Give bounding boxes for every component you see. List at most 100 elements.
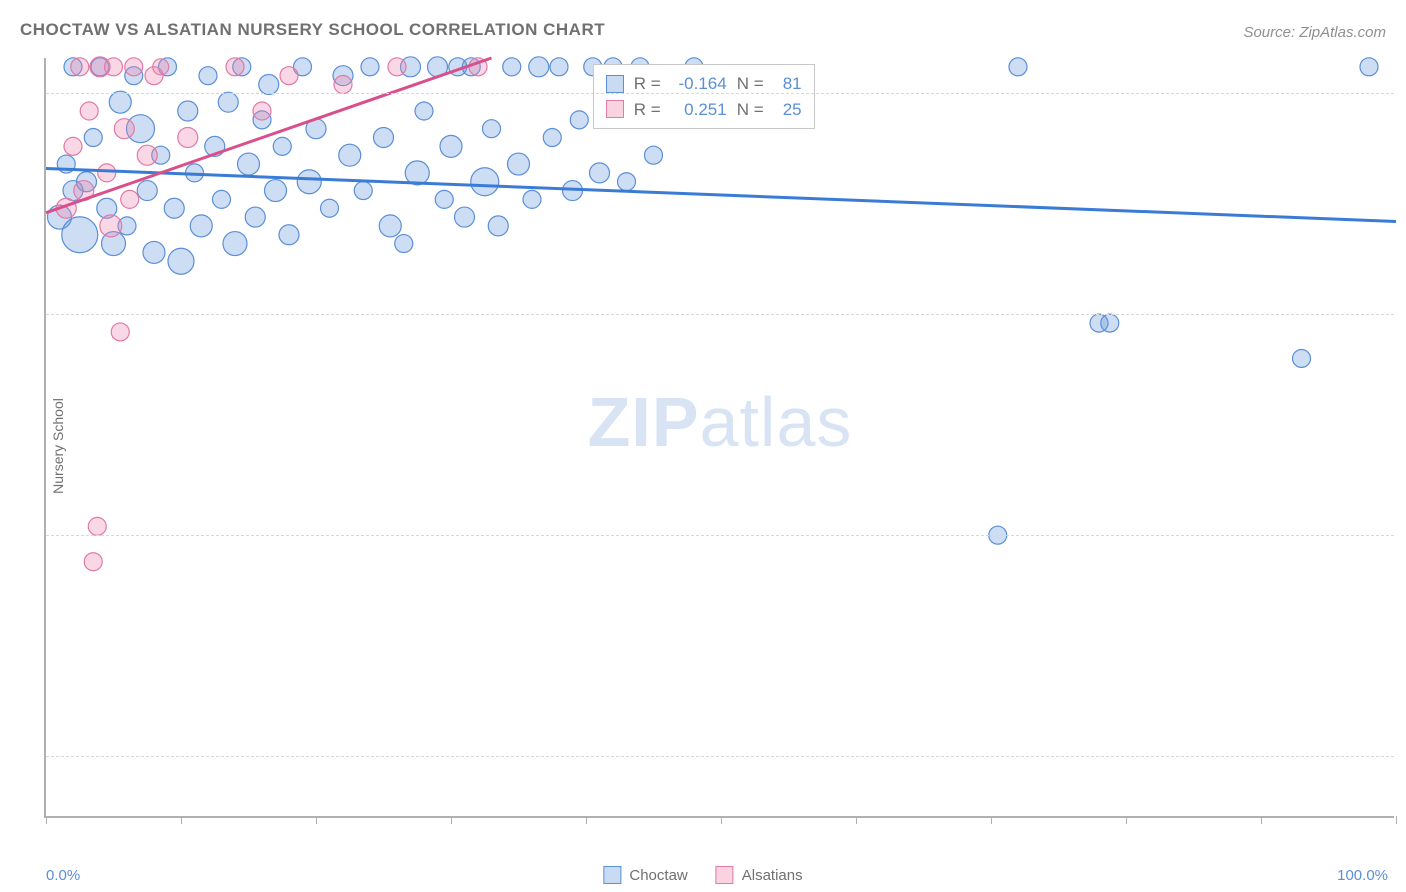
- scatter-point: [178, 101, 198, 121]
- scatter-point: [114, 119, 134, 139]
- scatter-point: [334, 76, 352, 94]
- scatter-point: [74, 181, 94, 201]
- trend-line: [46, 168, 1396, 221]
- scatter-point: [125, 67, 143, 85]
- scatter-point: [306, 119, 326, 139]
- scatter-point: [84, 553, 102, 571]
- x-tick: [1396, 816, 1397, 824]
- scatter-point: [379, 215, 401, 237]
- x-axis-max-label: 100.0%: [1337, 867, 1388, 884]
- scatter-point: [109, 91, 131, 113]
- scatter-point: [137, 181, 157, 201]
- x-tick: [1261, 816, 1262, 824]
- x-tick: [1126, 816, 1127, 824]
- scatter-point: [152, 146, 170, 164]
- scatter-point: [469, 58, 487, 76]
- scatter-point: [388, 58, 406, 76]
- scatter-point: [1009, 58, 1027, 76]
- scatter-point: [199, 67, 217, 85]
- scatter-point: [121, 190, 139, 208]
- legend-swatch-blue-icon: [603, 866, 621, 884]
- legend-label-choctaw: Choctaw: [629, 867, 687, 884]
- gridline: [46, 756, 1394, 757]
- scatter-point: [550, 58, 568, 76]
- scatter-point: [190, 215, 212, 237]
- scatter-point: [253, 111, 271, 129]
- watermark-rest: atlas: [700, 383, 853, 461]
- scatter-point: [1101, 314, 1119, 332]
- chart-title: CHOCTAW VS ALSATIAN NURSERY SCHOOL CORRE…: [20, 20, 605, 40]
- x-tick: [451, 816, 452, 824]
- scatter-point: [1360, 58, 1378, 76]
- scatter-point: [102, 232, 126, 256]
- gridline: [46, 93, 1394, 94]
- stat-row-alsatians: R = 0.251 N = 25: [606, 97, 802, 123]
- scatter-point: [64, 137, 82, 155]
- scatter-point: [1293, 349, 1311, 367]
- scatter-point: [218, 92, 238, 112]
- scatter-point: [354, 182, 372, 200]
- scatter-point: [100, 215, 122, 237]
- scatter-point: [178, 128, 198, 148]
- scatter-point: [462, 58, 480, 76]
- chart-plot-area: ZIPatlas R = -0.164 N = 81 R = 0.251 N =…: [44, 58, 1394, 818]
- scatter-point: [62, 217, 98, 253]
- scatter-point: [440, 135, 462, 157]
- scatter-point: [401, 57, 421, 77]
- scatter-point: [213, 190, 231, 208]
- x-tick: [856, 816, 857, 824]
- scatter-point: [143, 241, 165, 263]
- scatter-point: [508, 153, 530, 175]
- legend-swatch-blue-icon: [606, 75, 624, 93]
- scatter-point: [48, 205, 72, 229]
- legend-item-alsatians: Alsatians: [716, 866, 803, 884]
- stat-n-label: N =: [737, 97, 764, 123]
- scatter-point: [645, 146, 663, 164]
- scatter-point: [127, 115, 155, 143]
- scatter-point: [428, 57, 448, 77]
- source-attribution: Source: ZipAtlas.com: [1243, 24, 1386, 41]
- stat-r-value-alsatians: 0.251: [671, 97, 727, 123]
- scatter-point: [238, 153, 260, 175]
- legend-swatch-pink-icon: [716, 866, 734, 884]
- scatter-point: [80, 102, 98, 120]
- scatter-point: [125, 58, 143, 76]
- scatter-point: [435, 190, 453, 208]
- gridline: [46, 535, 1394, 536]
- scatter-point: [153, 59, 169, 75]
- watermark-bold: ZIP: [588, 383, 700, 461]
- scatter-point: [168, 248, 194, 274]
- scatter-point: [471, 168, 499, 196]
- scatter-point: [223, 232, 247, 256]
- scatter-point: [137, 145, 157, 165]
- scatter-point: [1090, 314, 1108, 332]
- stat-legend: R = -0.164 N = 81 R = 0.251 N = 25: [593, 64, 815, 129]
- scatter-point: [590, 163, 610, 183]
- scatter-point: [405, 161, 429, 185]
- x-tick: [586, 816, 587, 824]
- scatter-point: [111, 323, 129, 341]
- scatter-point: [483, 120, 501, 138]
- x-tick: [46, 816, 47, 824]
- scatter-point: [280, 67, 298, 85]
- scatter-point: [259, 75, 279, 95]
- scatter-point: [226, 58, 244, 76]
- scatter-point: [186, 164, 204, 182]
- trend-line: [46, 58, 492, 213]
- scatter-point: [245, 207, 265, 227]
- scatter-point: [63, 181, 83, 201]
- scatter-point: [90, 57, 110, 77]
- stat-n-value-alsatians: 25: [774, 97, 802, 123]
- scatter-point: [503, 58, 521, 76]
- scatter-point: [98, 164, 116, 182]
- legend-bottom: Choctaw Alsatians: [603, 866, 802, 884]
- x-tick: [316, 816, 317, 824]
- scatter-point: [97, 198, 117, 218]
- scatter-point: [57, 155, 75, 173]
- scatter-point: [333, 66, 353, 86]
- scatter-point: [449, 58, 467, 76]
- scatter-point: [529, 57, 549, 77]
- scatter-point: [159, 58, 177, 76]
- x-tick: [721, 816, 722, 824]
- scatter-point: [84, 129, 102, 147]
